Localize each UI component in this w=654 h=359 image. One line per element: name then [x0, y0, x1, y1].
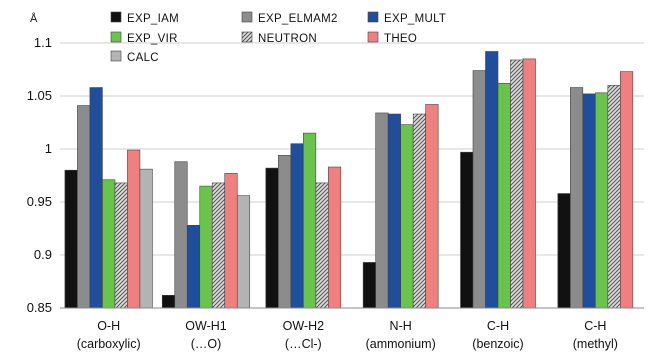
- bar-calc-1: [236, 195, 251, 309]
- legend-label: EXP_VIR: [127, 33, 178, 45]
- bar-exp-elmam2-3: [375, 112, 389, 309]
- x-category-sublabel: (carboxylic): [77, 337, 141, 351]
- legend-label: NEUTRON: [258, 33, 317, 45]
- legend-item-exp-elmam2: EXP_ELMAM2: [241, 11, 338, 25]
- legend-swatch: [367, 11, 379, 23]
- y-tick-label: 0.9: [34, 247, 52, 262]
- legend: EXP_IAM EXP_ELMAM2 EXP_MULT EXP_VIR NEUTRON T…: [110, 11, 446, 64]
- legend-swatch: [241, 31, 253, 43]
- x-category-sublabel: (ammonium): [366, 337, 436, 351]
- legend-item-exp-mult: EXP_MULT: [367, 11, 446, 25]
- bar-exp-mult-1: [186, 225, 201, 309]
- legend-swatch: [241, 11, 253, 23]
- bar-neutron-1: [211, 182, 226, 309]
- legend-label: EXP_IAM: [127, 13, 179, 25]
- y-unit-label: Å: [30, 12, 38, 25]
- bar-theo-3: [425, 104, 439, 309]
- y-tick-label: 0.95: [27, 194, 52, 209]
- bar-theo-2: [328, 166, 342, 309]
- bar-calc-0: [139, 168, 153, 309]
- legend-label: EXP_MULT: [384, 13, 446, 25]
- bar-exp-iam-3: [362, 262, 376, 309]
- legend-item-neutron: NEUTRON: [241, 31, 317, 45]
- legend-item-calc: CALC: [110, 50, 159, 64]
- bar-exp-vir-3: [400, 124, 414, 309]
- bar-neutron-4: [510, 59, 524, 309]
- x-category-label: C-H: [584, 319, 606, 333]
- bar-exp-mult-3: [387, 113, 401, 309]
- y-tick-label: 1.05: [27, 88, 52, 103]
- x-axis-labels: O-H (carboxylic) OW-H1 (…O) OW-H2 (…Cl-) N-H (a…: [77, 319, 618, 351]
- y-axis-ticks: 0.85 0.9 0.95 1 1.05 1.1: [27, 35, 52, 315]
- bar-neutron-3: [412, 113, 426, 309]
- bar-exp-iam-1: [161, 294, 176, 309]
- x-category-label: OW-H2: [283, 319, 324, 333]
- bar-theo-0: [127, 149, 141, 309]
- bar-neutron-5: [607, 85, 621, 309]
- bar-exp-iam-2: [265, 167, 279, 309]
- legend-swatch: [367, 31, 379, 43]
- bar-exp-vir-4: [497, 82, 511, 309]
- bar-theo-1: [224, 173, 238, 309]
- legend-swatch: [110, 11, 122, 23]
- legend-label: THEO: [384, 33, 417, 45]
- bar-exp-elmam2-0: [77, 105, 91, 309]
- gridlines: [60, 42, 644, 256]
- bar-exp-iam-5: [557, 193, 571, 309]
- x-category-sublabel: (…Cl-): [285, 337, 322, 351]
- x-category-label: N-H: [390, 319, 412, 333]
- x-category-sublabel: (…O): [191, 337, 222, 351]
- legend-label: CALC: [127, 52, 159, 64]
- bar-exp-vir-0: [102, 179, 116, 309]
- bar-exp-mult-5: [582, 93, 596, 309]
- y-tick-label: 1: [45, 141, 52, 156]
- bar-exp-mult-0: [89, 87, 103, 309]
- bar-exp-elmam2-5: [570, 87, 584, 309]
- y-tick-label: 1.1: [34, 35, 52, 50]
- bar-exp-mult-2: [290, 143, 304, 309]
- bar-exp-elmam2-1: [174, 161, 188, 309]
- legend-swatch: [110, 50, 122, 62]
- legend-item-theo: THEO: [367, 31, 417, 45]
- bar-exp-elmam2-2: [278, 155, 292, 309]
- bars: [64, 51, 634, 309]
- bar-exp-vir-5: [595, 92, 609, 309]
- legend-item-exp-iam: EXP_IAM: [110, 11, 179, 25]
- bar-exp-vir-1: [199, 185, 213, 309]
- x-category-label: C-H: [487, 319, 509, 333]
- bar-exp-elmam2-4: [472, 70, 486, 309]
- x-category-label: O-H: [97, 319, 120, 333]
- x-category-sublabel: (methyl): [573, 337, 618, 351]
- bar-exp-mult-4: [485, 51, 499, 309]
- bar-exp-iam-0: [64, 169, 78, 309]
- legend-swatch: [110, 31, 122, 43]
- bar-theo-4: [522, 58, 536, 309]
- legend-label: EXP_ELMAM2: [258, 13, 338, 25]
- y-tick-label: 0.85: [27, 300, 52, 315]
- bar-exp-vir-2: [303, 132, 317, 309]
- x-category-label: OW-H1: [185, 319, 226, 333]
- bar-neutron-0: [114, 182, 128, 309]
- legend-item-exp-vir: EXP_VIR: [110, 31, 178, 45]
- bar-neutron-2: [315, 182, 329, 309]
- bar-exp-iam-4: [460, 151, 474, 309]
- x-category-sublabel: (benzoic): [472, 337, 523, 351]
- bar-theo-5: [620, 71, 634, 309]
